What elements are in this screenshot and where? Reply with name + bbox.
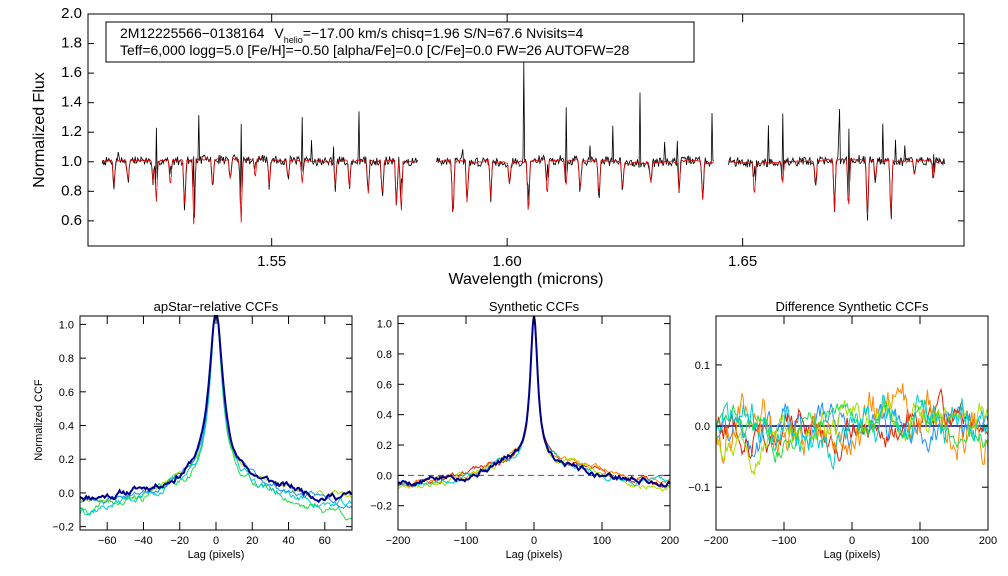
y-tick-label: 1.2 bbox=[61, 123, 82, 140]
x-tick-label: 0 bbox=[531, 535, 537, 547]
ccf-line-visit-1 bbox=[79, 315, 353, 510]
x-tick-label: −100 bbox=[772, 535, 797, 547]
x-tick-label: 60 bbox=[319, 535, 331, 547]
y-tick-label: 0.6 bbox=[377, 379, 392, 391]
x-tick-label: 100 bbox=[911, 535, 929, 547]
difference-x-label: Lag (pixels) bbox=[824, 549, 881, 561]
ccf-line-visit-5 bbox=[715, 387, 989, 462]
y-tick-label: 0.0 bbox=[59, 488, 74, 500]
ccf-line-visit-4 bbox=[79, 315, 353, 503]
spectrum-y-label: Normalized Flux bbox=[31, 72, 48, 188]
synthetic-x-ticks: −200 −100 0 100 200 bbox=[386, 316, 679, 547]
apstar-ccf-title: apStar−relative CCFs bbox=[154, 299, 279, 314]
ccf-line-visit-3 bbox=[397, 315, 671, 487]
x-tick-label: 1.65 bbox=[728, 253, 757, 270]
y-tick-label: −0.2 bbox=[370, 501, 392, 513]
difference-ccf-panel: Difference Synthetic CCFs −0.1 0.0 0.1 −20… bbox=[688, 299, 997, 561]
y-tick-label: 1.4 bbox=[61, 94, 82, 111]
y-tick-label: 1.0 bbox=[59, 319, 74, 331]
apstar-x-ticks: −60 −40 −20 0 20 40 60 bbox=[98, 316, 331, 547]
x-tick-label: −200 bbox=[386, 535, 411, 547]
synthetic-x-label: Lag (pixels) bbox=[506, 549, 563, 561]
apstar-x-label: Lag (pixels) bbox=[188, 549, 245, 561]
spectrum-x-label: Wavelength (microns) bbox=[448, 271, 603, 288]
difference-ccf-lines bbox=[715, 383, 989, 476]
ccf-line-visit-2 bbox=[715, 399, 989, 463]
ccf-line-visit-1 bbox=[397, 315, 671, 488]
spectrum-y-ticks: 0.6 0.8 1.0 1.2 1.4 1.6 1.8 2.0 bbox=[61, 5, 964, 229]
y-tick-label: 0.0 bbox=[695, 421, 710, 433]
synthetic-spectrum-line bbox=[101, 157, 946, 225]
x-tick-label: 200 bbox=[979, 535, 997, 547]
difference-y-ticks: −0.1 0.0 0.1 bbox=[688, 360, 988, 494]
info-box: 2M12225566−0138164 Vhelio=−17.00 km/s chi… bbox=[105, 21, 695, 63]
x-tick-label: 40 bbox=[282, 535, 294, 547]
apstar-y-ticks: −0.2 0.0 0.2 0.4 0.6 0.8 1.0 bbox=[52, 319, 352, 534]
ccf-line-visit-4 bbox=[715, 383, 989, 466]
info-line-1-values: =−17.00 km/s chisq=1.96 S/N=67.6 Nvisits… bbox=[303, 25, 584, 41]
spectrum-x-ticks: 1.55 1.60 1.65 bbox=[257, 14, 757, 270]
spectrum-plot-frame bbox=[87, 13, 965, 247]
ccf-line-visit-2 bbox=[79, 315, 353, 516]
info-line-2: Teff=6,000 logg=5.0 [Fe/H]=−0.50 [alpha/… bbox=[120, 42, 629, 58]
x-tick-label: −60 bbox=[98, 535, 117, 547]
y-tick-label: 1.8 bbox=[61, 35, 82, 52]
y-tick-label: 0.8 bbox=[59, 353, 74, 365]
y-tick-label: 1.0 bbox=[61, 153, 82, 170]
apstar-ccf-panel: apStar−relative CCFs −0.2 0.0 0.2 0.4 0.6 0.8… bbox=[33, 299, 353, 561]
info-line-1: 2M12225566−0138164 Vhelio=−17.00 km/s chi… bbox=[120, 25, 584, 45]
synthetic-ccf-panel: Synthetic CCFs −0.2 0.0 0.2 0.4 0.6 0.8 1.0 −2… bbox=[370, 299, 679, 561]
x-tick-label: 100 bbox=[593, 535, 611, 547]
y-tick-label: 0.6 bbox=[59, 387, 74, 399]
x-tick-label: 200 bbox=[661, 535, 679, 547]
y-tick-label: 0.2 bbox=[59, 454, 74, 466]
synthetic-plot-frame bbox=[397, 315, 671, 531]
x-tick-label: 0 bbox=[849, 535, 855, 547]
x-tick-label: 0 bbox=[213, 535, 219, 547]
synthetic-y-ticks: −0.2 0.0 0.2 0.4 0.6 0.8 1.0 bbox=[370, 319, 670, 513]
x-tick-label: −40 bbox=[134, 535, 153, 547]
y-tick-label: 1.0 bbox=[377, 319, 392, 331]
y-tick-label: 0.4 bbox=[377, 410, 392, 422]
x-tick-label: 1.60 bbox=[493, 253, 522, 270]
ccf-line-combined bbox=[397, 315, 671, 488]
ccf-line-visit-3 bbox=[79, 315, 353, 521]
difference-ccf-title: Difference Synthetic CCFs bbox=[776, 299, 929, 314]
difference-x-ticks: −200 −100 0 100 200 bbox=[704, 316, 997, 547]
y-tick-label: 1.6 bbox=[61, 64, 82, 81]
star-id: 2M12225566−0138164 bbox=[120, 25, 265, 41]
y-tick-label: 0.2 bbox=[377, 440, 392, 452]
y-tick-label: 0.0 bbox=[377, 470, 392, 482]
x-tick-label: 20 bbox=[246, 535, 258, 547]
spectrum-data bbox=[101, 62, 946, 225]
y-tick-label: −0.2 bbox=[52, 522, 74, 534]
ccf-line-combined bbox=[79, 315, 353, 504]
y-tick-label: 0.8 bbox=[377, 349, 392, 361]
apstar-y-label: Normalized CCF bbox=[33, 379, 45, 461]
ccf-line-visit-1 bbox=[715, 394, 989, 471]
x-tick-label: −20 bbox=[170, 535, 189, 547]
y-tick-label: 0.1 bbox=[695, 360, 710, 372]
apstar-ccf-lines bbox=[79, 315, 353, 521]
y-tick-label: 2.0 bbox=[61, 5, 82, 22]
ccf-line-visit-4 bbox=[397, 314, 671, 488]
y-tick-label: −0.1 bbox=[688, 482, 710, 494]
synthetic-ccf-lines bbox=[397, 314, 671, 492]
spectrum-panel: 0.6 0.8 1.0 1.2 1.4 1.6 1.8 2.0 1.55 1.60 1.65 Wa… bbox=[31, 5, 965, 288]
x-tick-label: −200 bbox=[704, 535, 729, 547]
y-tick-label: 0.4 bbox=[59, 421, 74, 433]
x-tick-label: 1.55 bbox=[257, 253, 286, 270]
vhelio-symbol: V bbox=[274, 25, 284, 41]
observed-spectrum-line bbox=[101, 62, 946, 221]
synthetic-ccf-title: Synthetic CCFs bbox=[489, 299, 580, 314]
ccf-line-visit-2 bbox=[397, 315, 671, 492]
x-tick-label: −100 bbox=[454, 535, 479, 547]
vhelio-subscript: helio bbox=[284, 35, 303, 45]
y-tick-label: 0.6 bbox=[61, 212, 82, 229]
y-tick-label: 0.8 bbox=[61, 182, 82, 199]
info-box-border bbox=[105, 21, 695, 63]
